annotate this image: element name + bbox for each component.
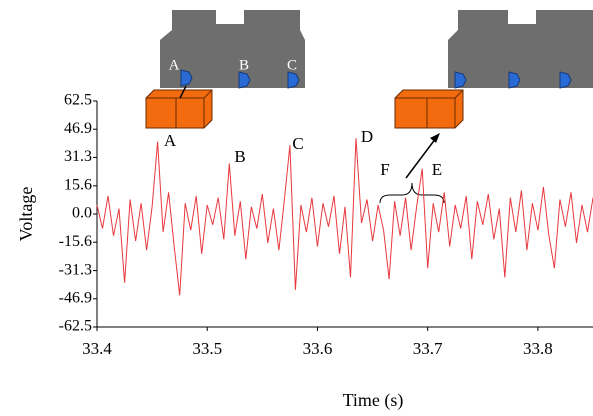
y-tick-label: -46.9 <box>59 289 92 306</box>
annotation: D <box>361 127 373 146</box>
diagram-label: A <box>169 57 180 73</box>
y-tick-label: 46.9 <box>64 120 92 137</box>
y-tick-label: 62.5 <box>64 92 92 109</box>
x-tick-label: 33.7 <box>413 339 443 358</box>
box <box>145 89 464 129</box>
machine-slot <box>508 10 536 24</box>
x-tick-label: 33.5 <box>192 339 222 358</box>
annotation: F <box>380 160 389 179</box>
x-tick-label: 33.4 <box>82 339 112 358</box>
annotation: A <box>164 131 177 150</box>
line-series <box>96 138 593 296</box>
machine <box>448 10 593 88</box>
y-axis-label: Voltage <box>16 187 36 242</box>
x-axis-label: Time (s) <box>343 390 404 411</box>
x-tick-label: 33.8 <box>523 339 553 358</box>
brace <box>379 182 445 204</box>
y-tick-label: -31.3 <box>59 261 92 278</box>
markers <box>180 69 572 89</box>
annotation: E <box>432 160 442 179</box>
diagram <box>145 10 593 204</box>
y-tick-label: 15.6 <box>64 176 92 193</box>
y-tick-label: 0.0 <box>72 205 92 222</box>
y-tick-label: 31.3 <box>64 148 92 165</box>
annotation: C <box>292 134 303 153</box>
x-tick-label: 33.6 <box>303 339 333 358</box>
machine-slot <box>216 10 244 24</box>
arrow <box>405 137 437 179</box>
annotation: B <box>234 147 245 166</box>
arrow-head <box>430 133 440 143</box>
machine <box>160 10 305 88</box>
y-tick-label: -62.5 <box>59 318 92 335</box>
y-tick-label: -15.6 <box>59 233 92 250</box>
diagram-label: B <box>239 57 249 73</box>
diagram-label: C <box>287 57 297 73</box>
